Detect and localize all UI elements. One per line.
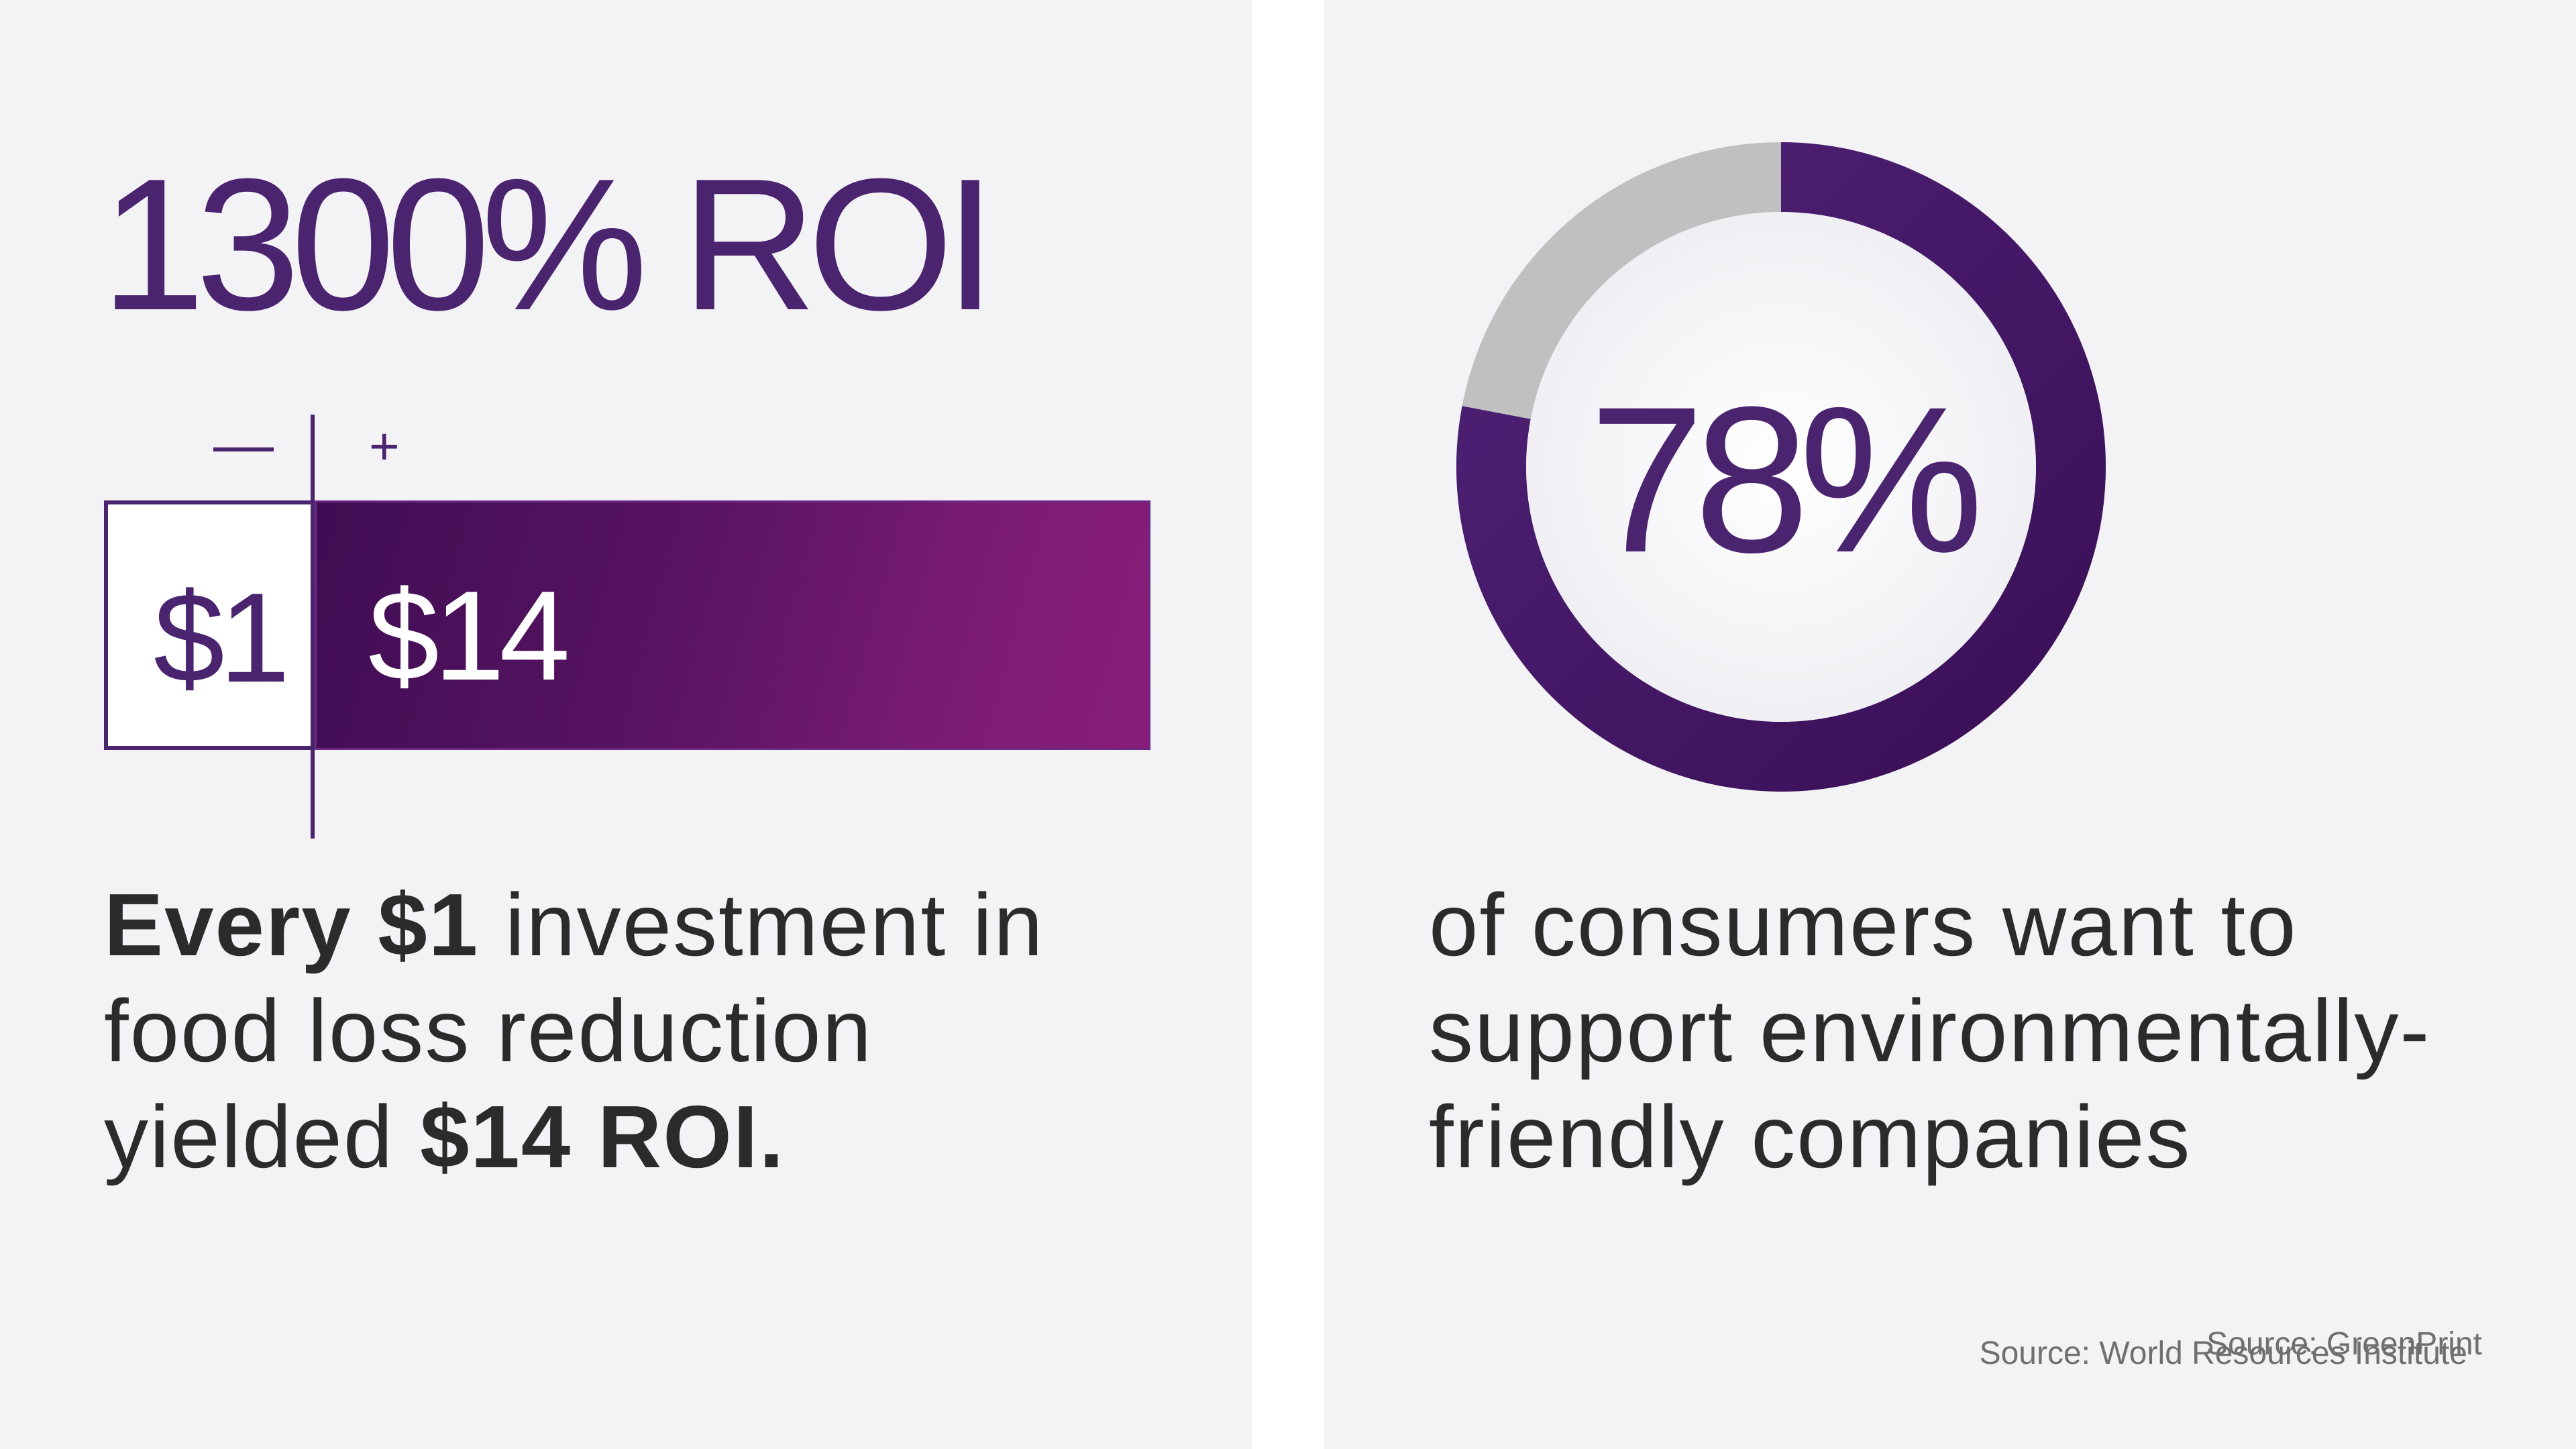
source-citation: Source: World Resources Institute [1979, 1336, 2467, 1371]
description-line-1: of consumers want to [1429, 875, 2298, 974]
description-text-2: food loss reduction [104, 981, 873, 1080]
consumer-description: of consumers want to support environment… [1429, 872, 2569, 1190]
description-text-3: yielded [104, 1087, 420, 1186]
description-line-2: support environmentally- [1429, 981, 2431, 1080]
donut-chart [1456, 142, 2106, 792]
plus-sign: + [369, 417, 400, 476]
return-label: $14 [368, 565, 570, 707]
source-citation-greenprint: Source: GreenPrint [2206, 1326, 2482, 1362]
investment-box: $1 [104, 500, 315, 750]
description-text-1: investment in [479, 875, 1044, 974]
investment-label: $1 [154, 567, 290, 709]
donut-value-label: 78% [1589, 363, 1984, 596]
emphasis-every-1: Every $1 [104, 875, 480, 974]
roi-description: Every $1 investment in food loss reducti… [104, 872, 1244, 1190]
minus-sign: — [213, 411, 274, 478]
zero-axis-line [311, 415, 315, 839]
roi-headline: 1300% ROI [101, 140, 996, 350]
donut-center [1526, 212, 2036, 722]
emphasis-14-roi: $14 ROI. [419, 1087, 786, 1186]
description-line-3: friendly companies [1429, 1087, 2192, 1186]
return-bar: $14 [315, 500, 1150, 750]
donut-value-arc [1456, 142, 2106, 792]
